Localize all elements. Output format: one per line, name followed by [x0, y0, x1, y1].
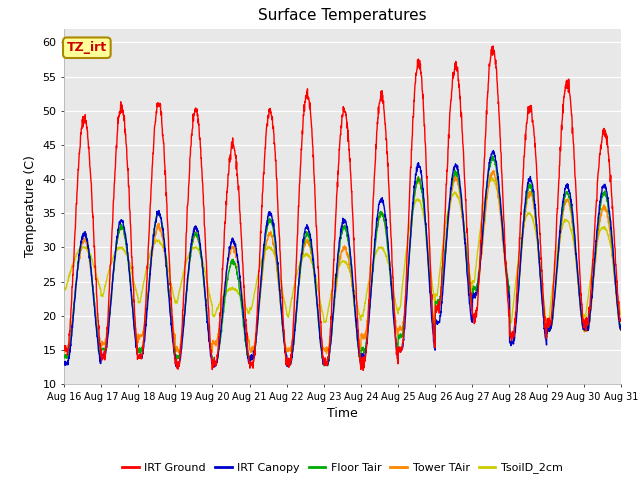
Text: TZ_irt: TZ_irt	[67, 41, 107, 54]
Legend: IRT Ground, IRT Canopy, Floor Tair, Tower TAir, TsoilD_2cm: IRT Ground, IRT Canopy, Floor Tair, Towe…	[118, 458, 567, 478]
Y-axis label: Temperature (C): Temperature (C)	[24, 156, 36, 257]
Title: Surface Temperatures: Surface Temperatures	[258, 9, 427, 24]
X-axis label: Time: Time	[327, 407, 358, 420]
